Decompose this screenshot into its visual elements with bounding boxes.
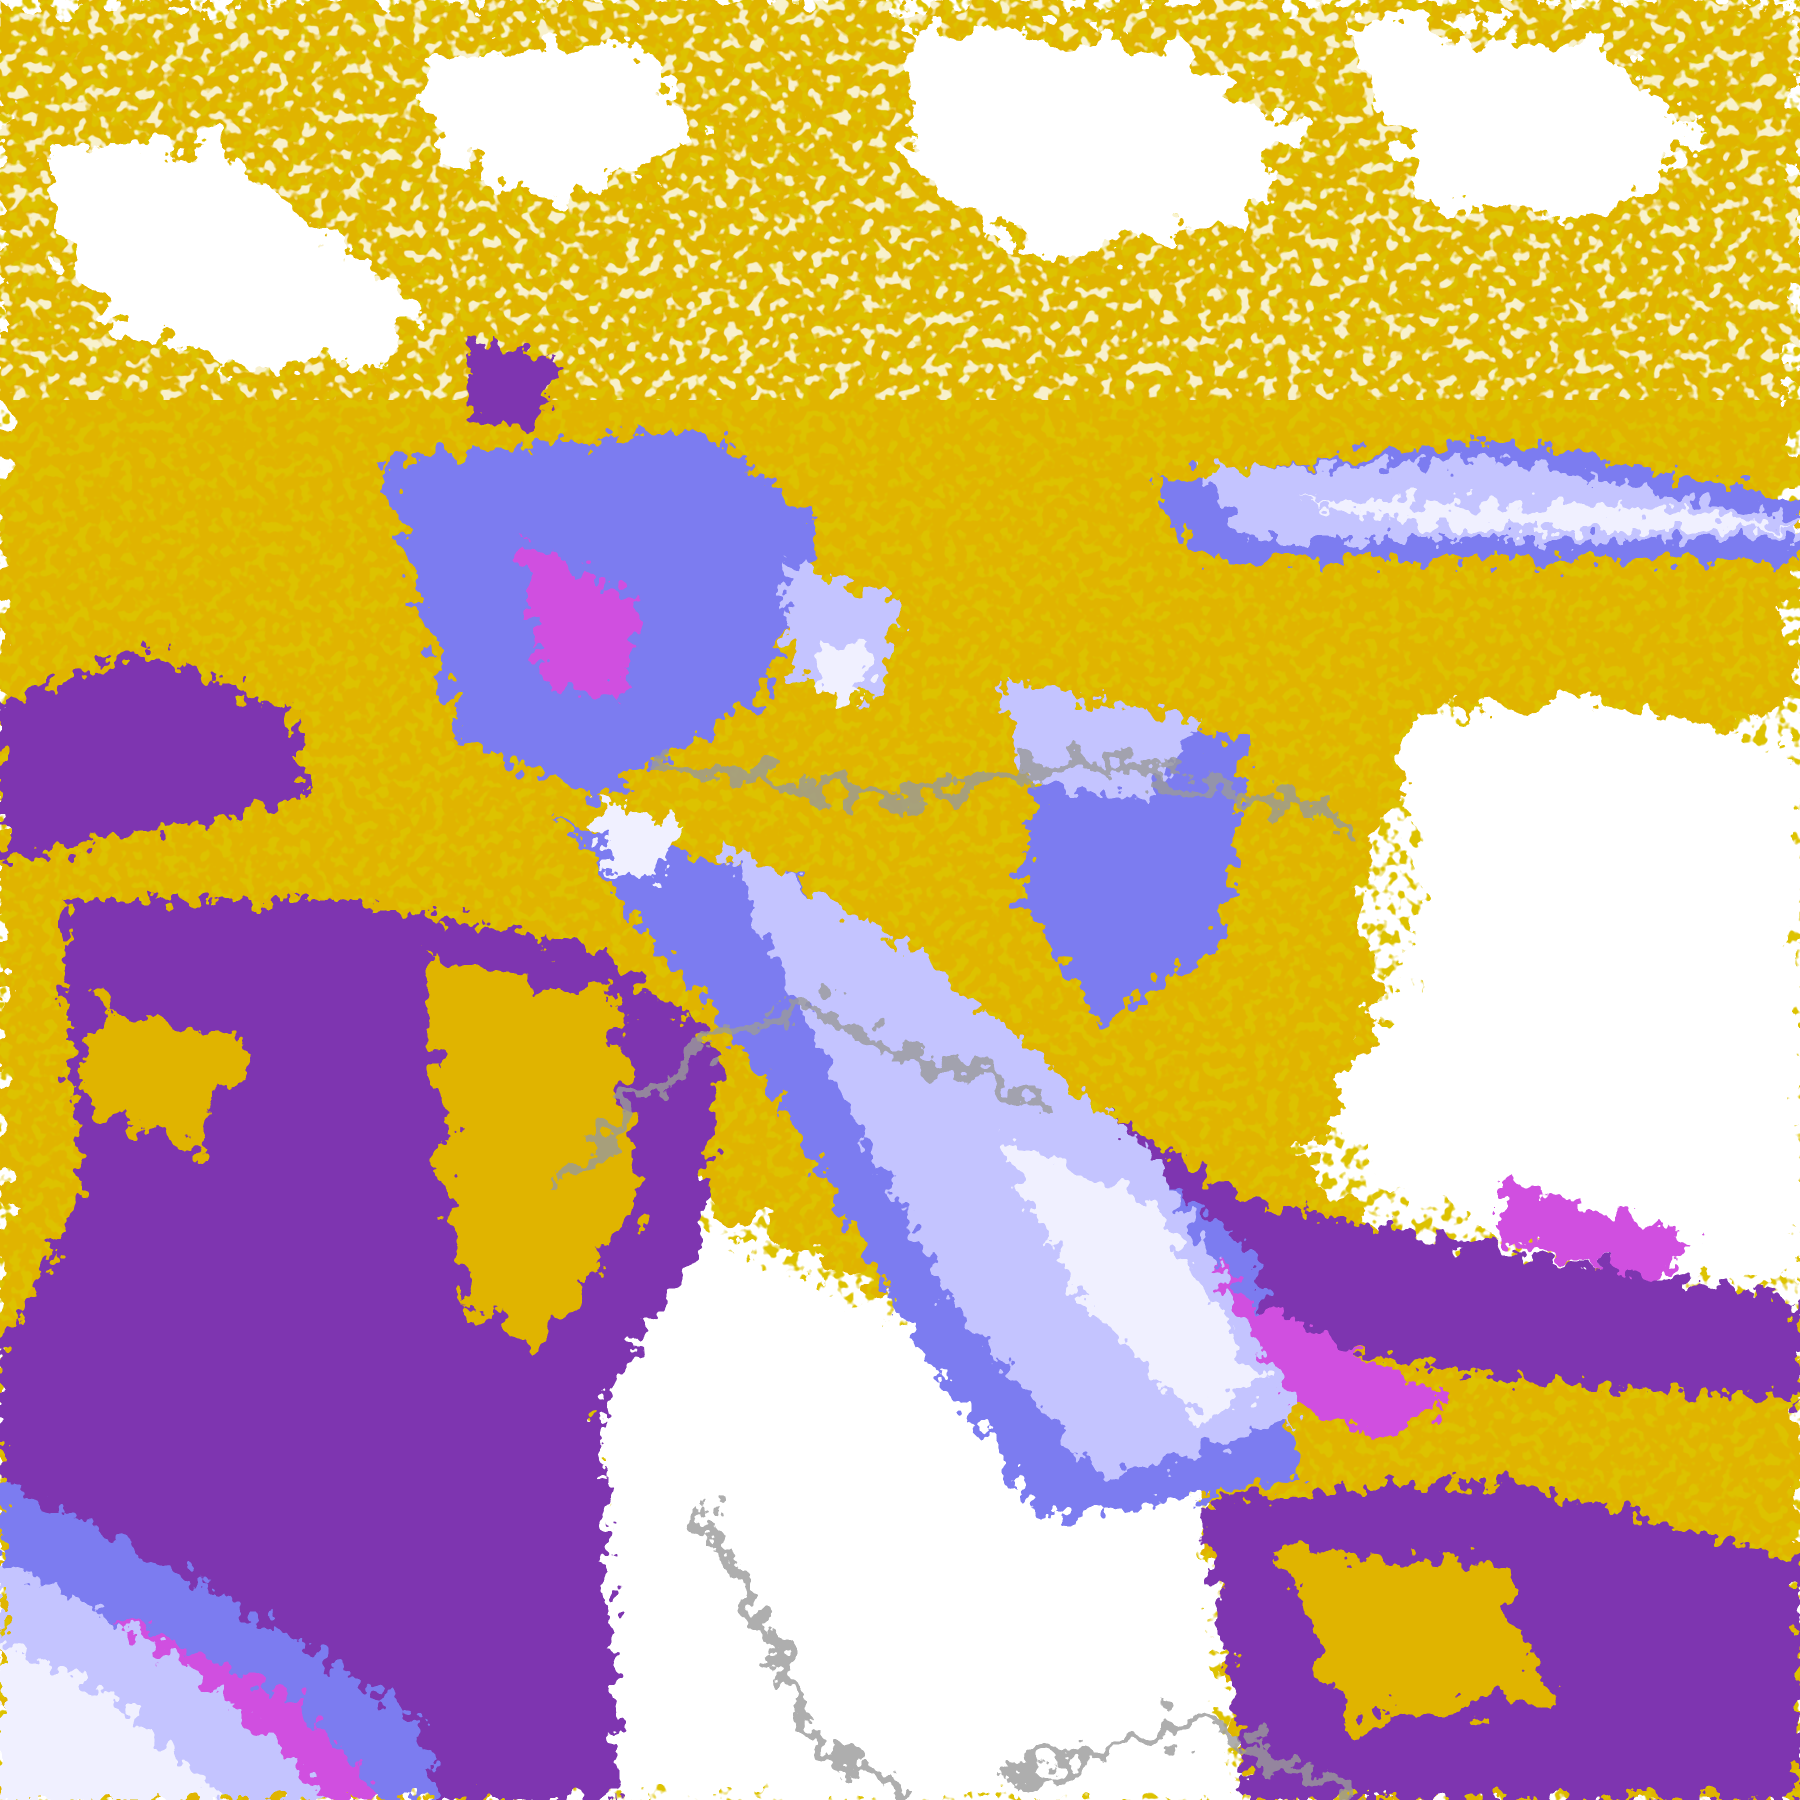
pale-cloud-tops <box>0 500 1800 1800</box>
gold-patches-over-purple <box>80 950 1550 1720</box>
clear-speckle <box>0 0 1800 400</box>
gray-cloud-edges <box>555 752 1354 1800</box>
